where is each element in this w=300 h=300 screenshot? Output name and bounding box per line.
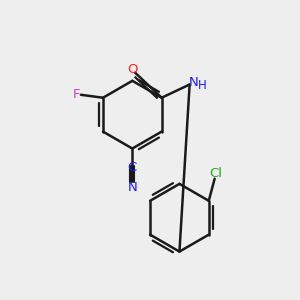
Text: O: O: [128, 63, 138, 76]
Text: Cl: Cl: [209, 167, 222, 180]
Text: N: N: [128, 181, 137, 194]
Text: N: N: [189, 76, 199, 88]
Text: C: C: [128, 161, 137, 174]
Text: H: H: [198, 79, 207, 92]
Text: F: F: [73, 88, 80, 101]
